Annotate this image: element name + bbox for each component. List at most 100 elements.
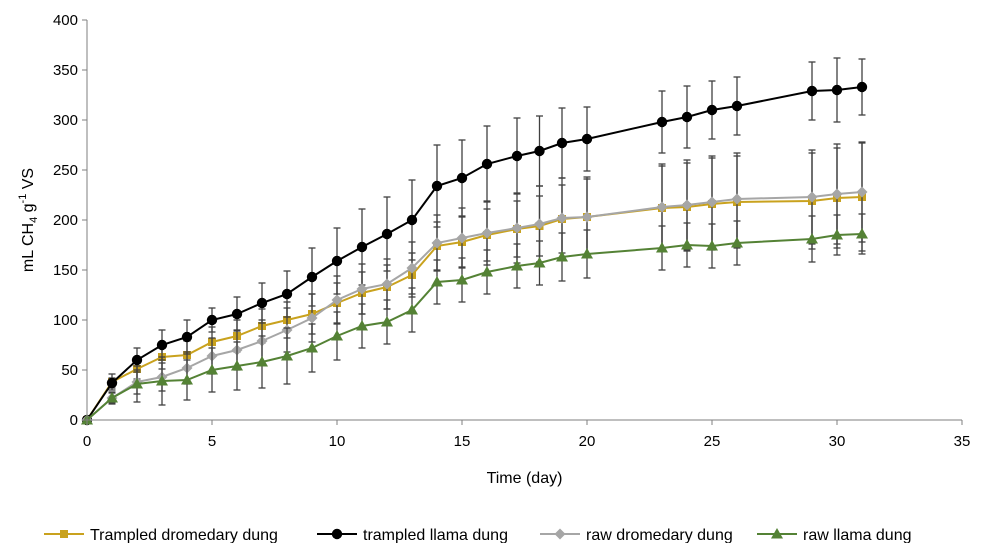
y-tick-label: 200 <box>53 212 78 229</box>
data-point <box>831 84 843 96</box>
y-tick-label: 400 <box>53 12 78 29</box>
data-point <box>581 133 593 145</box>
x-axis-title: Time (day) <box>487 470 563 487</box>
data-point <box>681 199 693 211</box>
legend-label: trampled llama dung <box>363 527 508 543</box>
data-point <box>534 145 545 157</box>
legend-marker <box>771 528 783 539</box>
data-point <box>511 222 523 234</box>
data-point <box>511 260 523 271</box>
data-point <box>731 237 743 248</box>
x-tick-label: 15 <box>454 433 471 450</box>
legend-marker <box>60 530 68 538</box>
x-tick-label: 30 <box>829 433 846 450</box>
data-point <box>181 331 193 343</box>
data-point <box>481 158 493 170</box>
data-point <box>456 232 468 244</box>
data-point <box>731 100 743 112</box>
data-point <box>511 150 523 162</box>
data-point <box>231 360 243 371</box>
data-point <box>556 137 568 149</box>
series-line <box>86 196 863 421</box>
data-point <box>806 233 818 244</box>
x-tick-label: 25 <box>704 433 721 450</box>
x-tick-label: 20 <box>579 433 596 450</box>
data-point <box>131 354 143 366</box>
series-2 <box>81 141 868 426</box>
x-tick-label: 10 <box>329 433 346 450</box>
y-tick-label: 0 <box>70 412 78 429</box>
data-point <box>406 262 418 274</box>
data-point <box>206 314 218 326</box>
plot-area <box>81 57 868 426</box>
data-point <box>356 241 368 253</box>
data-point <box>706 104 718 116</box>
data-point <box>381 228 393 240</box>
data-point <box>556 212 568 224</box>
legend: Trampled dromedary dung trampled llama du… <box>44 527 912 543</box>
data-point <box>106 392 118 403</box>
data-point <box>156 339 168 351</box>
series-0 <box>83 142 866 424</box>
series-line <box>86 86 863 421</box>
series-line <box>86 233 863 421</box>
data-point <box>331 255 343 267</box>
data-point <box>306 342 318 353</box>
data-point <box>831 188 843 200</box>
data-point <box>406 214 418 226</box>
data-point <box>806 85 818 97</box>
data-point <box>356 320 368 331</box>
data-point <box>406 304 418 315</box>
legend-item: Trampled dromedary dung <box>44 527 278 543</box>
data-point <box>306 312 318 324</box>
legend-item: trampled llama dung <box>317 527 508 543</box>
data-point <box>681 111 693 123</box>
data-point <box>331 294 343 306</box>
y-tick-label: 250 <box>53 162 78 179</box>
y-tick-label: 350 <box>53 62 78 79</box>
data-point <box>181 374 193 385</box>
data-point <box>706 240 718 251</box>
data-point <box>656 242 668 253</box>
x-tick-label: 0 <box>83 433 91 450</box>
data-point <box>381 316 393 327</box>
data-point <box>106 377 118 389</box>
legend-label: raw dromedary dung <box>586 527 733 543</box>
legend-item: raw llama dung <box>757 527 912 543</box>
legend-label: raw llama dung <box>803 527 912 543</box>
y-tick-label: 150 <box>53 262 78 279</box>
x-tick-label: 5 <box>208 433 216 450</box>
axes: 0 50 100 150 200 250 300 350 400 0 5 10 15 20 25 30 35 <box>53 12 970 450</box>
legend-label: Trampled dromedary dung <box>90 527 278 543</box>
data-point <box>431 237 443 249</box>
data-point <box>856 228 868 239</box>
x-tick-label: 35 <box>954 433 971 450</box>
data-point <box>456 172 468 184</box>
data-point <box>481 266 493 277</box>
data-point <box>281 350 293 361</box>
data-point <box>656 201 668 213</box>
data-point <box>281 288 293 300</box>
data-point <box>556 251 568 262</box>
data-point <box>256 356 268 367</box>
data-point <box>356 283 368 295</box>
legend-marker <box>554 528 566 540</box>
data-point <box>533 257 546 268</box>
legend-marker <box>331 528 343 540</box>
series-3 <box>81 213 868 425</box>
data-point <box>856 186 868 198</box>
data-point <box>331 330 343 341</box>
data-point <box>306 271 318 283</box>
data-point <box>581 248 593 259</box>
data-point <box>131 378 143 389</box>
data-point <box>481 227 493 239</box>
series-line <box>86 191 863 421</box>
data-point <box>681 239 693 250</box>
y-tick-label: 300 <box>53 112 78 129</box>
y-tick-label: 50 <box>61 362 78 379</box>
data-point <box>534 218 545 230</box>
data-point <box>256 297 268 309</box>
y-tick-label: 100 <box>53 312 78 329</box>
data-point <box>656 116 668 128</box>
